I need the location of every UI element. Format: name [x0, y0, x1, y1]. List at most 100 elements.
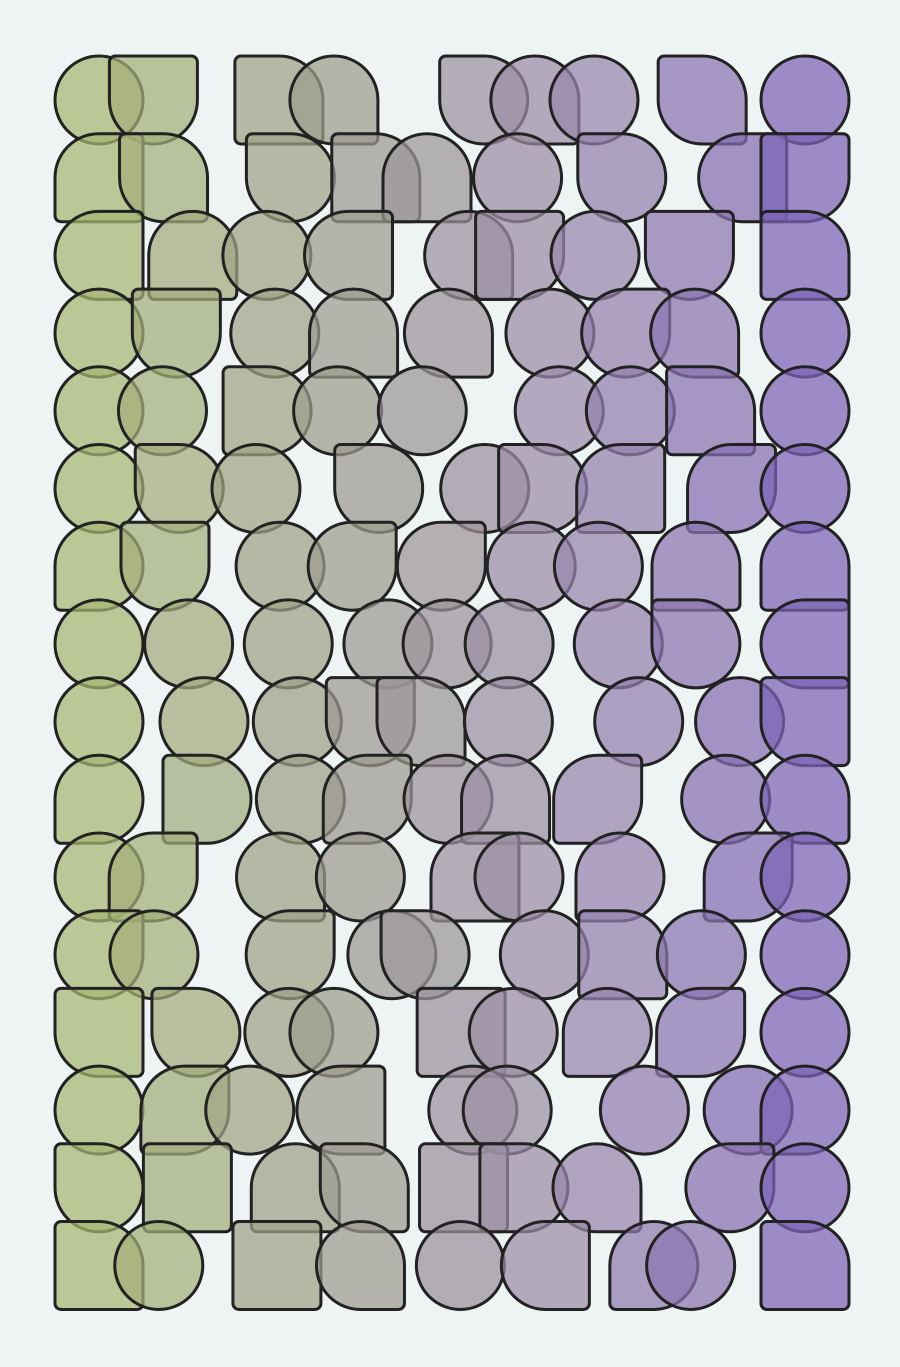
circle-shape: [53, 443, 145, 534]
rounded-square-shape: [318, 1142, 410, 1234]
rounded-square-shape: [499, 1220, 591, 1311]
rounded-square-shape: [53, 676, 145, 768]
rounded-square-shape: [221, 365, 313, 457]
circle-shape: [759, 986, 851, 1078]
rounded-square-shape: [141, 1142, 233, 1234]
rounded-square-shape: [478, 1142, 570, 1234]
circle-shape: [462, 676, 554, 768]
rounded-square-shape: [161, 753, 253, 845]
rounded-square-shape: [231, 1220, 323, 1311]
rounded-square-shape: [333, 443, 425, 535]
rounded-square-shape: [655, 986, 747, 1078]
circle-shape: [414, 1220, 506, 1311]
rounded-square-shape: [759, 1220, 851, 1311]
rounded-square-shape: [650, 520, 742, 612]
rounded-square-shape: [649, 287, 741, 379]
rounded-square-shape: [643, 209, 735, 301]
circle-shape: [498, 909, 590, 1001]
circle-shape: [229, 287, 321, 379]
circle-shape: [549, 209, 641, 301]
rounded-square-shape: [130, 287, 222, 379]
rounded-square-shape: [302, 209, 394, 301]
rounded-square-shape: [295, 1064, 387, 1156]
rounded-square-shape: [381, 132, 473, 224]
circle-shape: [463, 598, 555, 690]
circle-shape: [143, 598, 235, 690]
circle-shape: [108, 909, 200, 1001]
rounded-square-shape: [759, 676, 851, 768]
circle-shape: [759, 365, 851, 457]
circle-shape: [53, 1064, 145, 1156]
rounded-square-shape: [288, 986, 380, 1078]
circle-shape: [759, 909, 851, 1001]
circle-shape: [759, 54, 851, 146]
rounded-square-shape: [665, 365, 757, 457]
rounded-square-shape: [656, 54, 748, 146]
rounded-square-shape: [133, 443, 225, 535]
rounded-square-shape: [759, 209, 851, 301]
rounded-square-shape: [53, 209, 145, 301]
rounded-square-shape: [574, 831, 666, 923]
rounded-square-shape: [759, 132, 851, 224]
rounded-square-shape: [53, 753, 145, 845]
circle-shape: [210, 443, 302, 534]
rounded-square-shape: [288, 54, 380, 146]
circle-shape: [204, 1064, 296, 1156]
circle-shape: [655, 909, 747, 1001]
rounded-square-shape: [308, 287, 400, 379]
rounded-square-shape: [551, 1142, 643, 1234]
circle-shape: [292, 365, 384, 457]
rounded-square-shape: [460, 753, 552, 845]
rounded-square-shape: [118, 132, 210, 224]
rounded-square-shape: [497, 443, 589, 534]
rounded-square-shape: [53, 1142, 145, 1234]
circle-shape: [53, 287, 145, 379]
rounded-square-shape: [759, 1064, 851, 1156]
rounded-square-shape: [650, 598, 742, 690]
rounded-square-shape: [686, 443, 778, 534]
rounded-square-shape: [379, 909, 471, 1001]
rounded-square-shape: [107, 54, 199, 146]
rounded-square-shape: [402, 287, 494, 379]
rounded-square-shape: [107, 831, 199, 923]
circle-shape: [548, 54, 640, 146]
rounded-square-shape: [314, 1219, 406, 1311]
rounded-square-shape: [150, 986, 242, 1078]
circle-shape: [472, 132, 564, 224]
rounded-square-shape: [759, 598, 851, 690]
rounded-square-shape: [244, 132, 336, 224]
circle-shape: [680, 753, 772, 845]
rounded-square-shape: [119, 520, 211, 612]
circle-shape: [759, 1142, 851, 1234]
rounded-square-shape: [116, 365, 208, 457]
rounded-square-shape: [552, 753, 644, 845]
circle-shape: [158, 676, 250, 768]
rounded-square-shape: [306, 520, 398, 612]
rounded-square-shape: [395, 520, 487, 612]
circle-shape: [461, 1064, 553, 1156]
circle-shape: [376, 365, 468, 457]
circle-shape: [113, 1220, 205, 1311]
circle-shape: [552, 520, 644, 612]
circle-shape: [759, 831, 851, 923]
rounded-square-shape: [375, 676, 467, 768]
rounded-square-shape: [561, 986, 653, 1078]
circle-shape: [221, 209, 313, 301]
rounded-square-shape: [759, 753, 851, 845]
circle-shape: [759, 443, 851, 534]
rounded-square-shape: [235, 831, 327, 923]
circle-shape: [593, 676, 685, 768]
rounded-square-shape: [759, 520, 851, 612]
circle-shape: [598, 1064, 690, 1156]
rounded-square-shape: [576, 132, 668, 224]
circle-shape: [584, 365, 676, 457]
rounded-square-shape: [314, 831, 406, 923]
circle-shape: [242, 598, 334, 690]
circle-shape: [572, 598, 664, 690]
rounded-square-shape: [53, 598, 145, 690]
rounded-square-shape: [53, 986, 145, 1078]
circle-shape: [645, 1220, 737, 1311]
rounded-square-shape: [244, 909, 336, 1001]
circle-shape: [467, 986, 559, 1078]
